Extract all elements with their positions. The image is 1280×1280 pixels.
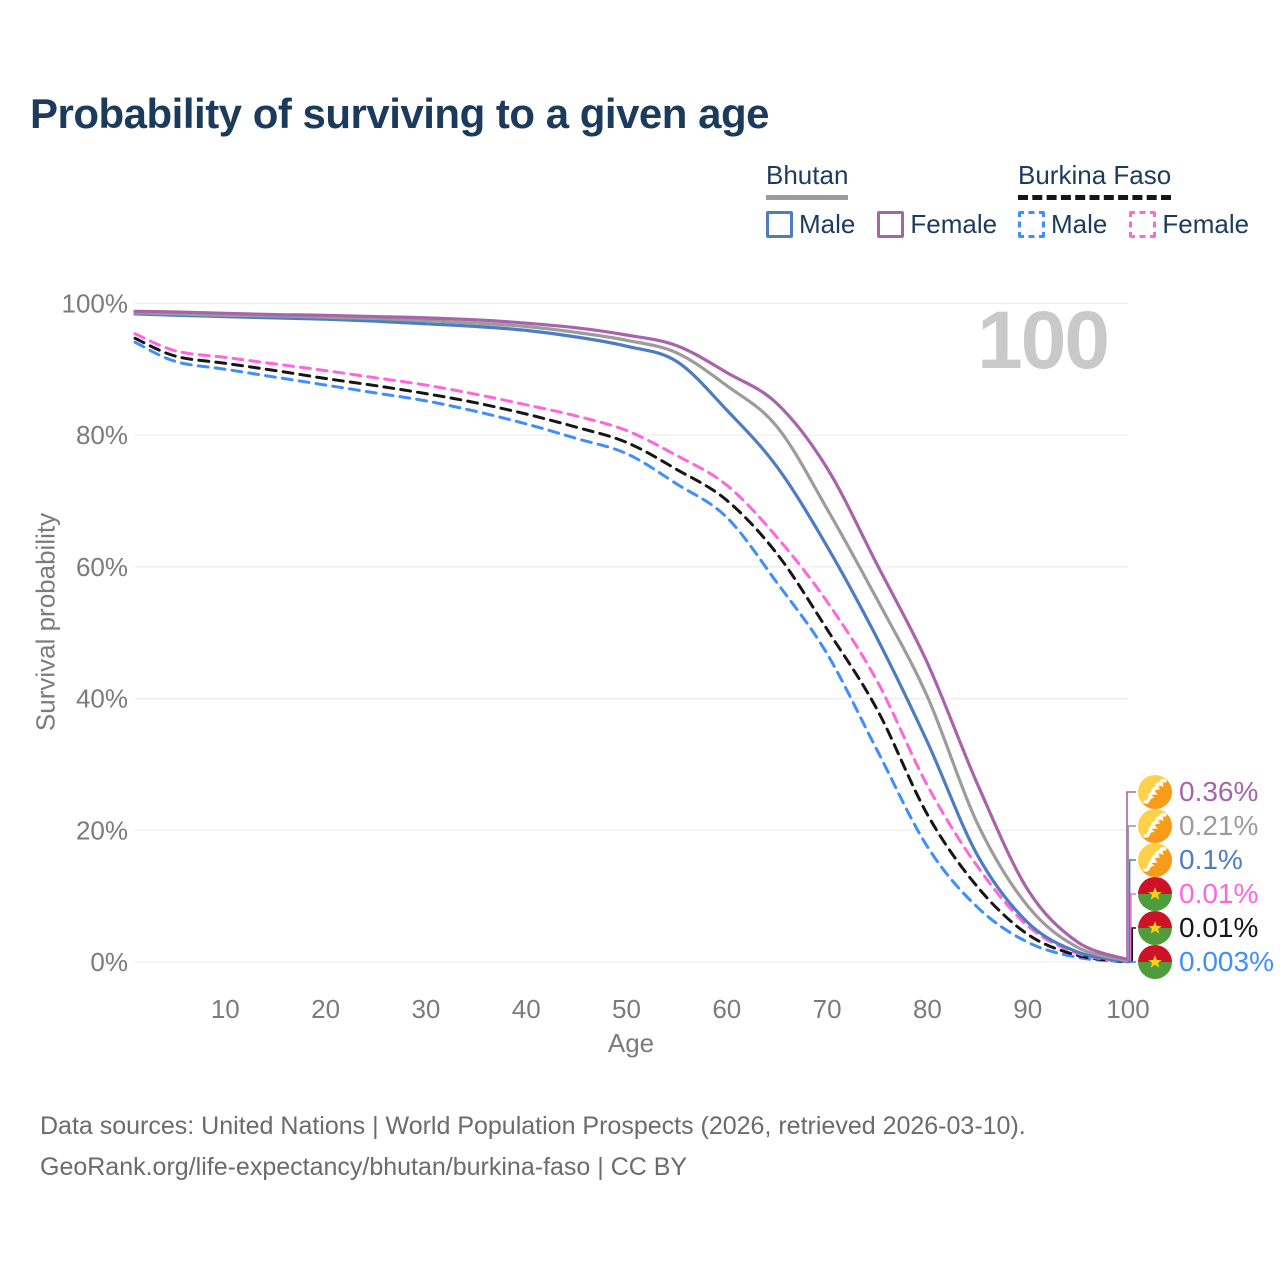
series-line-burkina-faso-male <box>133 340 1130 964</box>
x-axis-label: Age <box>607 1028 655 1058</box>
x-tick-label: 10 <box>211 994 240 1024</box>
x-tick-label: 100 <box>1106 994 1149 1024</box>
x-tick-label: 30 <box>411 994 440 1024</box>
series-line-bhutan-both-sexes- <box>133 311 1130 963</box>
x-tick-label: 60 <box>712 994 741 1024</box>
legend-item-burkina-female: Female <box>1129 209 1249 240</box>
x-tick-label: 80 <box>913 994 942 1024</box>
end-label-row: 0.003% <box>1138 945 1274 979</box>
legend-label: Female <box>1162 209 1250 239</box>
series-line-burkina-faso-female <box>133 332 1130 964</box>
x-tick-label: 20 <box>311 994 340 1024</box>
series-line-bhutan-male <box>133 312 1130 963</box>
end-label-value: 0.1% <box>1179 844 1243 875</box>
footer-source-line: Data sources: United Nations | World Pop… <box>40 1112 1026 1140</box>
legend-burkina-faso-title: Burkina Faso <box>1018 160 1172 200</box>
y-tick-label: 20% <box>76 815 128 845</box>
end-label-row: 0.1% <box>1138 843 1243 877</box>
bhutan-flag-icon <box>1138 843 1172 877</box>
burkina-faso-flag-icon <box>1138 945 1172 979</box>
legend-label: Male <box>1051 209 1108 239</box>
end-label-row: 0.01% <box>1138 877 1258 911</box>
x-tick-label: 70 <box>813 994 842 1024</box>
end-label-row: 0.36% <box>1138 775 1258 809</box>
page-title: Probability of surviving to a given age <box>30 90 769 137</box>
y-tick-label: 60% <box>76 552 128 582</box>
end-label-value: 0.003% <box>1179 946 1274 977</box>
end-label-value: 0.01% <box>1179 912 1259 943</box>
y-axis-label: Survival probability <box>30 512 61 732</box>
legend-group-bhutan: Bhutan Male Female <box>766 160 997 240</box>
x-tick-label: 40 <box>512 994 541 1024</box>
legend-item-burkina-male: Male <box>1018 209 1107 240</box>
bhutan-flag-icon <box>1138 775 1172 809</box>
y-tick-label: 100% <box>62 288 129 318</box>
footer-url-line: GeoRank.org/life-expectancy/bhutan/burki… <box>40 1153 688 1181</box>
legend-group-burkina-faso: Burkina Faso Male Female <box>1018 160 1249 240</box>
series-line-bhutan-female <box>133 309 1130 962</box>
y-tick-label: 0% <box>90 947 128 977</box>
burkina-faso-flag-icon <box>1138 911 1172 945</box>
bhutan-flag-icon <box>1138 809 1172 843</box>
legend-label: Male <box>799 209 856 239</box>
legend-label: Female <box>910 209 998 239</box>
x-tick-label: 90 <box>1013 994 1042 1024</box>
end-label-row: 0.01% <box>1138 911 1258 945</box>
y-tick-label: 80% <box>76 420 128 450</box>
bhutan-male-line-swatch-icon <box>766 211 793 238</box>
burkina-male-line-swatch-icon <box>1018 211 1045 238</box>
end-label-value: 0.01% <box>1179 878 1259 909</box>
age-watermark: 100 <box>977 295 1110 386</box>
end-label-value: 0.36% <box>1179 776 1259 807</box>
footer: Data sources: United Nations | World Pop… <box>40 1106 1026 1188</box>
x-tick-label: 50 <box>612 994 641 1024</box>
bhutan-female-line-swatch-icon <box>877 211 905 238</box>
legend-item-bhutan-female: Female <box>877 209 997 240</box>
burkina-female-line-swatch-icon <box>1129 211 1157 238</box>
legend-item-bhutan-male: Male <box>766 209 855 240</box>
end-label-value: 0.21% <box>1179 810 1259 841</box>
end-label-row: 0.21% <box>1138 809 1258 843</box>
burkina-faso-flag-icon <box>1138 877 1172 911</box>
legend-bhutan-title: Bhutan <box>766 160 849 200</box>
series-line-burkina-faso-both-sexes- <box>133 336 1130 964</box>
y-tick-label: 40% <box>76 684 128 714</box>
